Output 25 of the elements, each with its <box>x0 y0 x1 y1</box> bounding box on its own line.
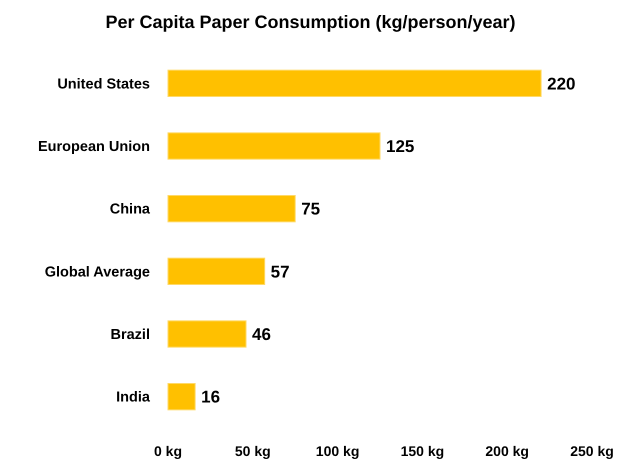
bar <box>168 320 247 348</box>
x-tick-label: 50 kg <box>234 443 271 459</box>
x-tick-label: 250 kg <box>570 443 614 459</box>
y-tick-label: European Union <box>38 139 150 156</box>
chart-title: Per Capita Paper Consumption (kg/person/year) <box>105 12 516 32</box>
x-tick-label: 150 kg <box>400 443 444 459</box>
x-tick-label: 200 kg <box>485 443 529 459</box>
bar <box>168 132 380 160</box>
x-tick-label: 100 kg <box>316 443 360 459</box>
data-label: 75 <box>301 200 320 219</box>
data-label: 46 <box>252 324 271 344</box>
data-label: 57 <box>270 262 290 282</box>
y-tick-label: India <box>116 390 151 406</box>
bar <box>168 70 542 97</box>
data-label: 220 <box>547 74 576 94</box>
y-tick-label: Brazil <box>110 327 150 344</box>
y-tick-label: Global Average <box>44 264 150 280</box>
x-tick-label: 0 kg <box>154 443 182 459</box>
bar <box>168 383 196 410</box>
bar <box>168 258 266 285</box>
y-tick-label: United States <box>57 76 150 92</box>
bar <box>168 195 296 222</box>
data-label: 16 <box>201 388 220 407</box>
y-tick-label: China <box>110 202 151 218</box>
data-label: 125 <box>386 136 414 156</box>
